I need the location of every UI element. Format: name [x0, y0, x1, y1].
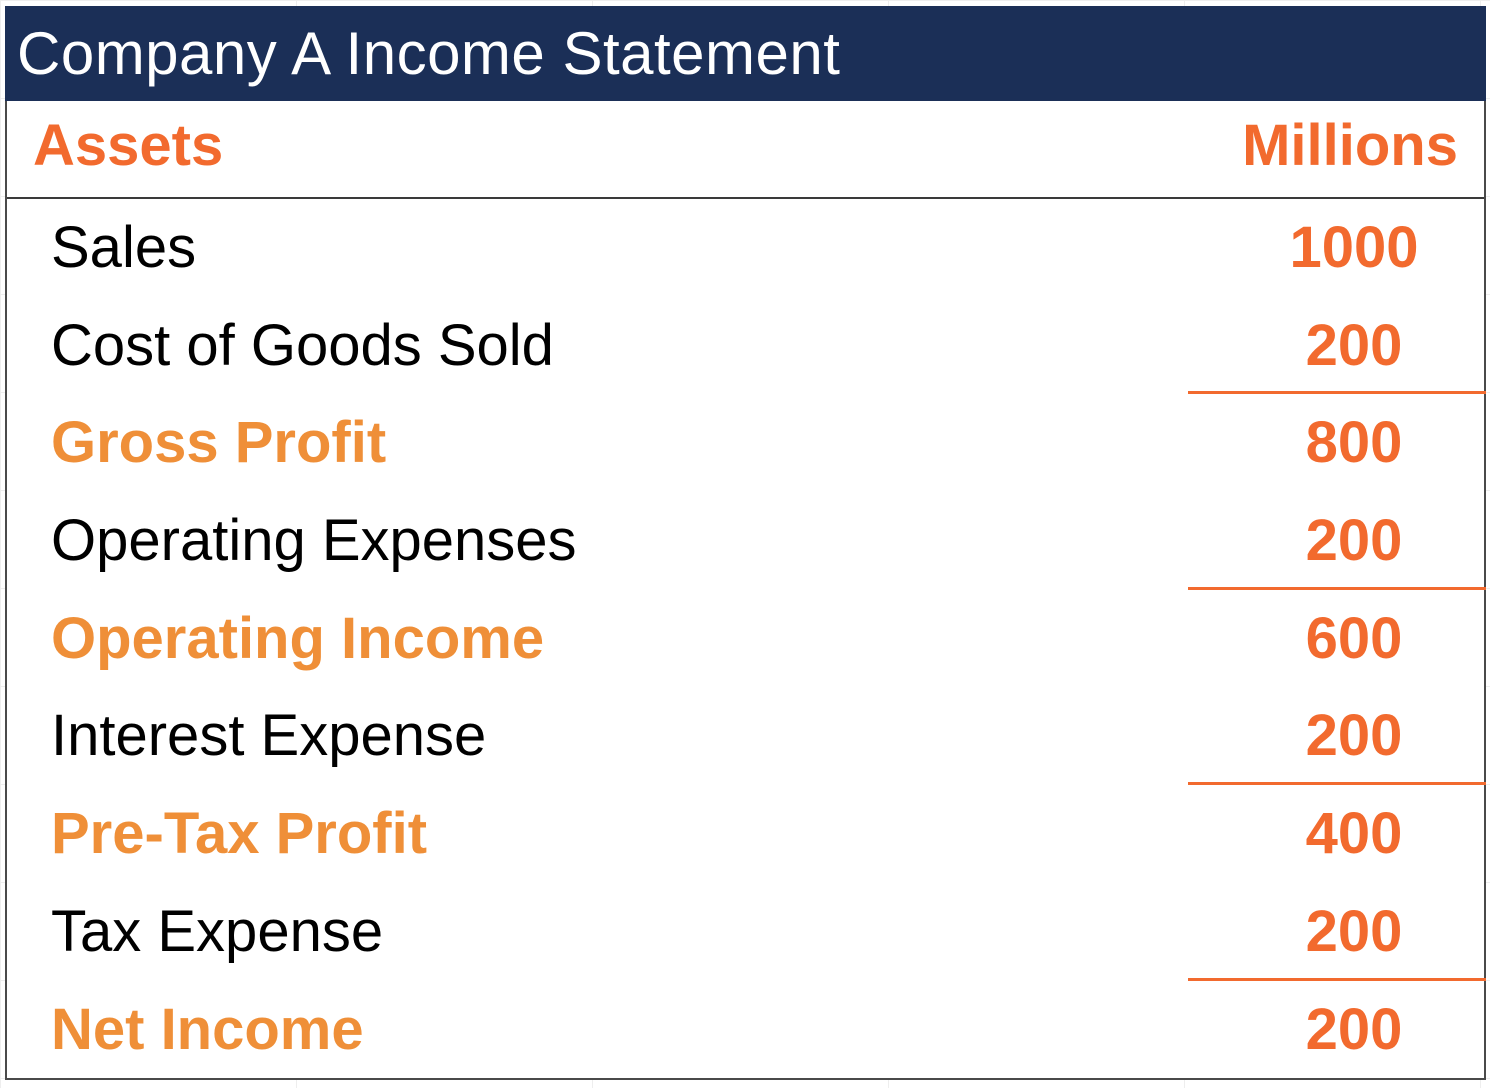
line-item-value: 200	[1184, 898, 1484, 964]
value-text: 200	[1305, 508, 1403, 574]
income-statement-table: Company A Income Statement Assets Millio…	[5, 6, 1486, 1080]
line-item-value: 200	[1184, 707, 1484, 765]
table-row: Interest Expense 200	[7, 687, 1486, 786]
value-text: 1000	[1289, 215, 1419, 280]
statement-title: Company A Income Statement	[17, 19, 841, 87]
column-header-row: Assets Millions	[7, 101, 1484, 199]
subtotal-rule	[1188, 782, 1486, 786]
column-header-millions: Millions	[1242, 113, 1458, 178]
subtotal-label: Net Income	[51, 996, 364, 1062]
value-text: 200	[1305, 703, 1403, 769]
subtotal-rule	[1188, 586, 1486, 590]
subtotal-label: Operating Income	[51, 605, 545, 671]
line-item-label: Cost of Goods Sold	[51, 312, 554, 378]
value-text: 200	[1305, 898, 1403, 964]
title-bar: Company A Income Statement	[5, 6, 1486, 101]
subtotal-label: Pre-Tax Profit	[51, 801, 428, 867]
table-row: Pre-Tax Profit 400	[7, 785, 1484, 883]
subtotal-value: 200	[1184, 996, 1484, 1062]
column-header-assets: Assets	[33, 113, 224, 178]
line-item-label: Sales	[51, 215, 197, 280]
subtotal-value: 400	[1184, 805, 1484, 863]
table-row: Cost of Goods Sold 200	[7, 297, 1486, 395]
line-items: Sales 1000 Cost of Goods Sold 200 Gross Prof…	[7, 199, 1486, 1079]
value-text: 800	[1305, 410, 1403, 476]
table-row: Sales 1000	[7, 199, 1484, 297]
line-item-value: 1000	[1184, 219, 1484, 277]
subtotal-value: 600	[1184, 605, 1484, 671]
value-text: 600	[1305, 605, 1403, 671]
line-item-value: 200	[1184, 312, 1484, 378]
table-row: Operating Income 600	[7, 590, 1484, 688]
table-row: Net Income 200	[7, 981, 1484, 1079]
line-item-label: Operating Expenses	[51, 508, 577, 574]
line-item-label: Tax Expense	[51, 898, 384, 964]
table-row: Tax Expense 200	[7, 883, 1486, 981]
value-text: 200	[1305, 996, 1403, 1062]
line-item-value: 200	[1184, 512, 1484, 570]
subtotal-value: 800	[1184, 414, 1484, 472]
value-text: 400	[1305, 801, 1403, 867]
subtotal-label: Gross Profit	[51, 410, 387, 476]
table-row: Gross Profit 800	[7, 394, 1484, 492]
subtotal-rule	[1188, 391, 1486, 395]
value-text: 200	[1305, 312, 1403, 378]
subtotal-rule	[1188, 977, 1486, 981]
table-row: Operating Expenses 200	[7, 492, 1486, 590]
line-item-label: Interest Expense	[51, 703, 487, 769]
